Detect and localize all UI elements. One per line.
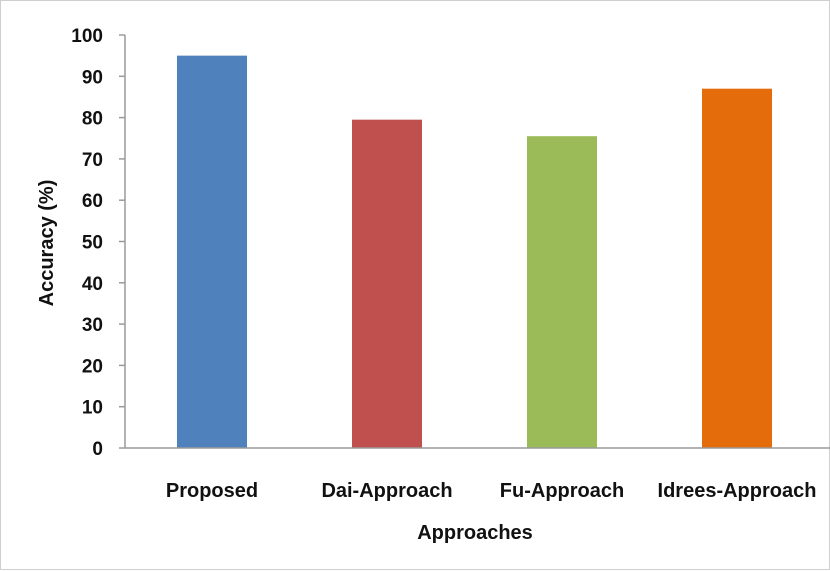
y-tick-label: 30 [82, 315, 103, 336]
y-axis-title: Accuracy (%) [36, 180, 58, 307]
bar-proposed [177, 55, 247, 449]
x-tick-label: Dai-Approach [321, 480, 452, 502]
y-tick-label: 10 [82, 398, 103, 419]
x-tick-label: Proposed [166, 480, 258, 502]
bars-group [177, 55, 772, 449]
x-axis-title: Approaches [417, 522, 533, 544]
y-tick-label: 80 [82, 109, 103, 130]
x-labels-group: Proposed Dai-Approach Fu-Approach Idrees-Ap… [166, 480, 817, 502]
y-tick-label: 60 [82, 191, 103, 212]
y-tick-label: 50 [82, 233, 103, 254]
y-ticks-group: 0 10 20 30 40 50 60 70 80 90 100 [71, 26, 125, 460]
x-tick-label: Idrees-Approach [658, 480, 817, 502]
x-tick-label: Fu-Approach [500, 480, 624, 502]
bar-idrees-approach [702, 88, 772, 448]
bar-dai-approach [352, 119, 422, 448]
y-tick-label: 0 [92, 439, 103, 460]
y-tick-label: 20 [82, 356, 103, 377]
bar-fu-approach [527, 136, 597, 448]
y-tick-label: 100 [71, 26, 103, 47]
y-tick-label: 40 [82, 274, 103, 295]
y-tick-label: 70 [82, 150, 103, 171]
y-tick-label: 90 [82, 67, 103, 88]
